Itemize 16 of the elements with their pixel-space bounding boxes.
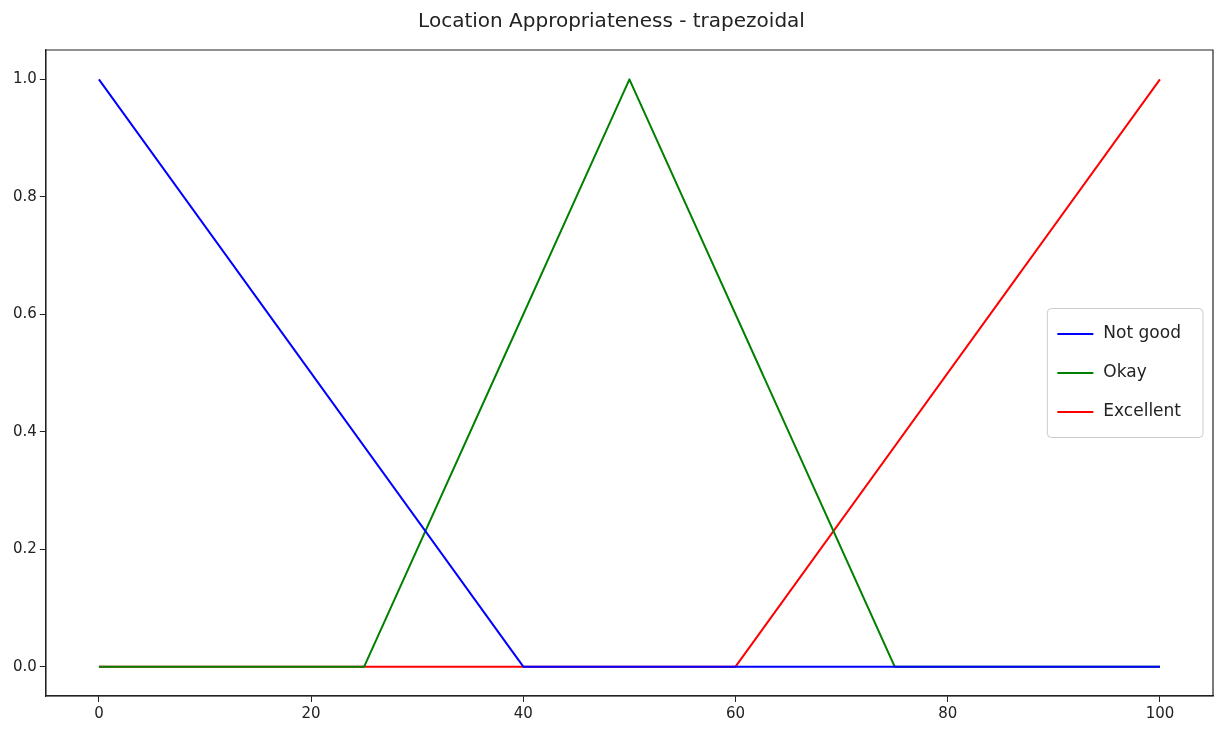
y-tick-label: 0.6 [13,304,37,323]
y-tick-label: 0.0 [13,656,37,675]
chart-title: Location Appropriateness - trapezoidal [418,8,805,33]
x-tick-label: 100 [1145,703,1175,722]
x-tick-label: 0 [94,703,104,722]
x-tick-label: 80 [938,703,958,722]
x-tick-label: 20 [301,703,321,722]
y-tick-label: 1.0 [13,69,37,88]
legend-label: Okay [1103,361,1147,382]
y-tick-label: 0.2 [13,539,37,558]
x-tick-label: 60 [725,703,746,722]
y-tick-label: 0.4 [13,421,37,440]
legend-label: Not good [1103,322,1181,343]
legend-label: Excellent [1103,400,1182,421]
x-tick-label: 40 [513,703,533,722]
y-tick-label: 0.8 [13,186,37,205]
